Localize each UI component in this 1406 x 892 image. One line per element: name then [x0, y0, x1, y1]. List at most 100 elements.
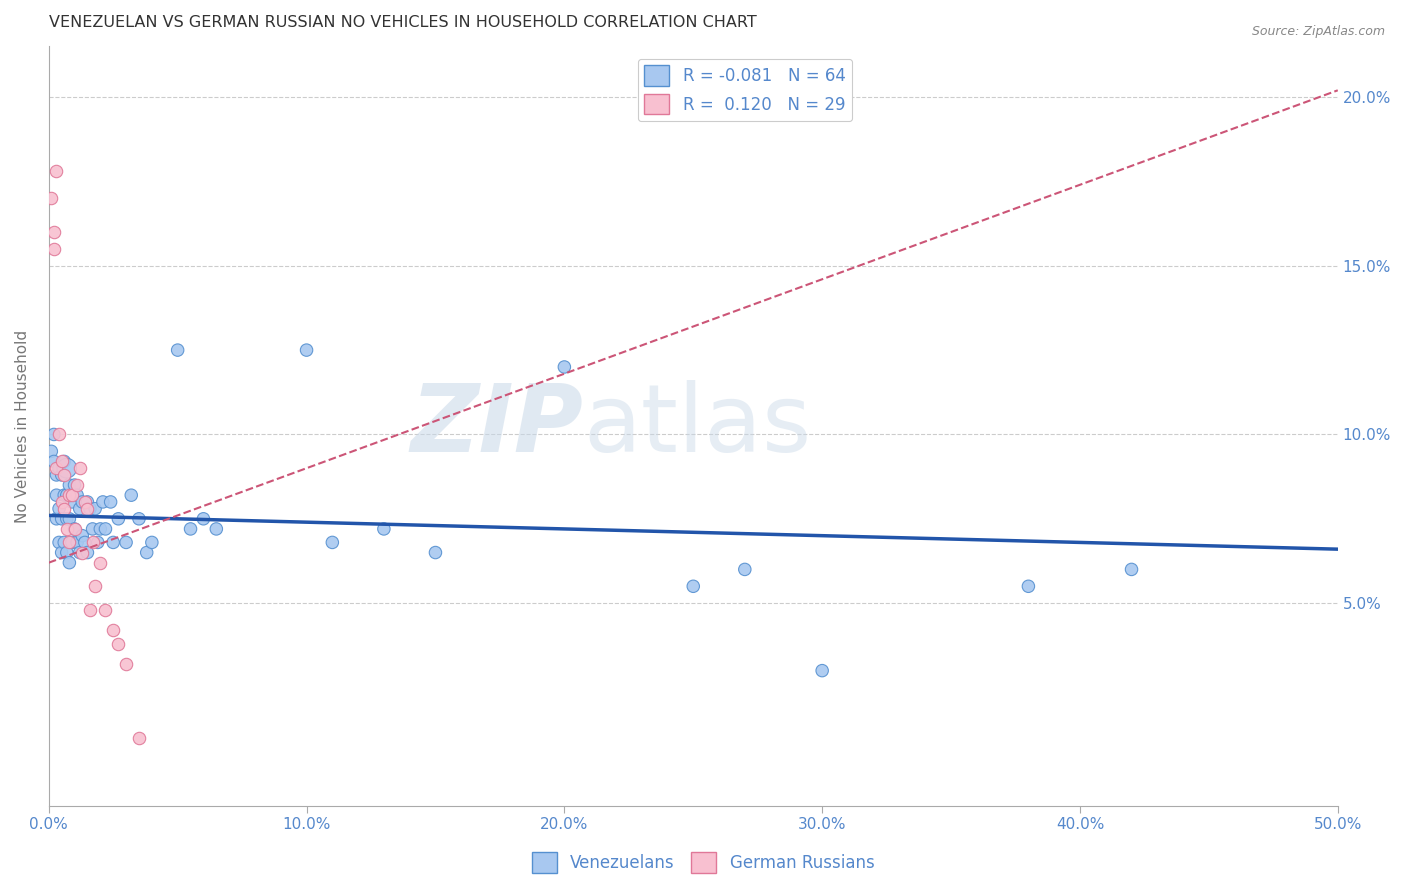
Point: [53, 467, 76, 482]
Point: [76, 501, 98, 516]
Point: [56, 522, 79, 536]
Point: [72, 529, 94, 543]
Point: [89, 556, 111, 570]
Point: [42, 225, 65, 239]
Point: [41, 191, 63, 205]
Point: [82, 522, 104, 536]
Point: [115, 657, 138, 671]
Point: [321, 535, 343, 549]
Point: [51, 512, 73, 526]
Point: [66, 478, 89, 492]
Point: [553, 359, 575, 374]
Point: [94, 603, 117, 617]
Point: [205, 522, 228, 536]
Point: [79, 501, 101, 516]
Point: [76, 495, 98, 509]
Point: [91, 495, 114, 509]
Point: [180, 522, 202, 536]
Point: [56, 512, 79, 526]
Y-axis label: No Vehicles in Household: No Vehicles in Household: [15, 329, 30, 523]
Point: [82, 535, 104, 549]
Point: [87, 535, 110, 549]
Point: [135, 545, 157, 559]
Point: [69, 501, 91, 516]
Point: [63, 522, 86, 536]
Point: [76, 545, 98, 559]
Point: [42, 454, 65, 468]
Point: [48, 535, 70, 549]
Point: [128, 512, 150, 526]
Point: [58, 478, 80, 492]
Point: [41, 444, 63, 458]
Point: [48, 501, 70, 516]
Text: Source: ZipAtlas.com: Source: ZipAtlas.com: [1251, 25, 1385, 38]
Point: [107, 637, 129, 651]
Point: [425, 545, 447, 559]
Point: [193, 512, 215, 526]
Point: [84, 501, 107, 516]
Point: [42, 242, 65, 256]
Point: [89, 522, 111, 536]
Point: [72, 495, 94, 509]
Point: [373, 522, 395, 536]
Point: [84, 579, 107, 593]
Point: [58, 556, 80, 570]
Text: atlas: atlas: [583, 380, 811, 472]
Point: [141, 535, 163, 549]
Point: [115, 535, 138, 549]
Point: [45, 461, 67, 475]
Point: [73, 535, 96, 549]
Point: [58, 488, 80, 502]
Point: [56, 545, 79, 559]
Text: ZIP: ZIP: [411, 380, 583, 472]
Point: [45, 467, 67, 482]
Point: [69, 461, 91, 475]
Point: [73, 495, 96, 509]
Point: [72, 545, 94, 559]
Point: [63, 522, 86, 536]
Point: [107, 512, 129, 526]
Legend: R = -0.081   N = 64, R =  0.120   N = 29: R = -0.081 N = 64, R = 0.120 N = 29: [637, 59, 852, 121]
Point: [48, 427, 70, 442]
Point: [45, 512, 67, 526]
Point: [60, 495, 83, 509]
Point: [69, 545, 91, 559]
Point: [51, 454, 73, 468]
Point: [166, 343, 188, 357]
Point: [128, 731, 150, 745]
Text: VENEZUELAN VS GERMAN RUSSIAN NO VEHICLES IN HOUSEHOLD CORRELATION CHART: VENEZUELAN VS GERMAN RUSSIAN NO VEHICLES…: [49, 15, 756, 30]
Point: [63, 478, 86, 492]
Point: [60, 488, 83, 502]
Point: [53, 488, 76, 502]
Point: [45, 164, 67, 178]
Point: [60, 535, 83, 549]
Point: [811, 664, 834, 678]
Point: [58, 535, 80, 549]
Point: [1121, 562, 1143, 576]
Point: [58, 512, 80, 526]
Point: [56, 461, 79, 475]
Point: [48, 461, 70, 475]
Point: [45, 488, 67, 502]
Point: [53, 535, 76, 549]
Point: [103, 535, 125, 549]
Point: [51, 545, 73, 559]
Point: [51, 467, 73, 482]
Point: [66, 535, 89, 549]
Point: [51, 495, 73, 509]
Point: [53, 501, 76, 516]
Point: [295, 343, 318, 357]
Point: [103, 623, 125, 637]
Point: [53, 454, 76, 468]
Point: [94, 522, 117, 536]
Legend: Venezuelans, German Russians: Venezuelans, German Russians: [524, 846, 882, 880]
Point: [734, 562, 756, 576]
Point: [42, 427, 65, 442]
Point: [66, 488, 89, 502]
Point: [100, 495, 122, 509]
Point: [79, 603, 101, 617]
Point: [56, 488, 79, 502]
Point: [120, 488, 142, 502]
Point: [1017, 579, 1039, 593]
Point: [682, 579, 704, 593]
